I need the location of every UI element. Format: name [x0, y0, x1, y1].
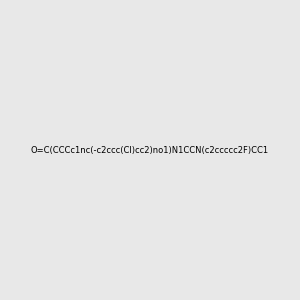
Text: O=C(CCCc1nc(-c2ccc(Cl)cc2)no1)N1CCN(c2ccccc2F)CC1: O=C(CCCc1nc(-c2ccc(Cl)cc2)no1)N1CCN(c2cc… — [31, 146, 269, 154]
